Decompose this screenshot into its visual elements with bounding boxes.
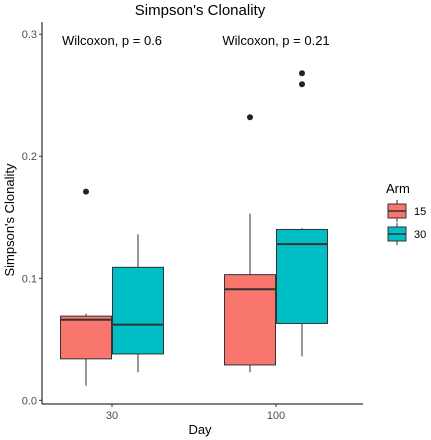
y-axis-label: Simpson's Clonality [2,163,17,277]
legend-entry: 30 [387,223,426,245]
box-iqr [224,274,276,366]
box-outlier-point [299,70,305,77]
x-axis-label: Day [188,422,212,437]
legend-entry: 15 [387,200,426,222]
plot-area: 0.0 0.1 0.2 0.3 30 100 Wilcoxon, p = 0.6 Wilcox… [22,22,363,422]
y-tick-label: 0.0 [22,395,37,407]
y-tick-label: 0.3 [22,29,37,41]
wilcoxon-annotation: Wilcoxon, p = 0.6 [62,33,162,48]
y-tick-label: 0.2 [22,151,37,163]
box-iqr [112,266,164,355]
legend-title: Arm [386,181,410,196]
y-tick-label: 0.1 [22,273,37,285]
x-tick-label: 100 [267,410,285,422]
legend: Arm 15 30 [386,181,426,245]
box-iqr [276,228,328,324]
legend-entry-label: 15 [414,206,426,218]
legend-entry-label: 30 [414,229,426,241]
box-outlier-point [83,188,89,195]
box-outlier-point [247,114,253,121]
box-outlier-point [299,81,305,88]
x-tick-label: 30 [106,410,118,422]
chart-title: Simpson's Clonality [135,2,266,19]
box-iqr [60,315,112,360]
wilcoxon-annotation: Wilcoxon, p = 0.21 [222,33,329,48]
